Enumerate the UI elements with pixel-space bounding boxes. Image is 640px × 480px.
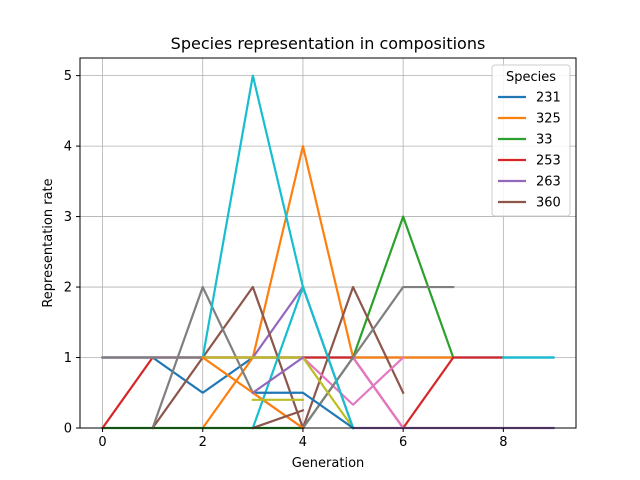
series-line-325 bbox=[201, 145, 455, 430]
y-tick-label: 1 bbox=[64, 351, 72, 366]
x-tick-label: 2 bbox=[199, 435, 207, 450]
legend-frame bbox=[491, 64, 571, 217]
legend-label-33: 33 bbox=[536, 133, 553, 148]
chart-title: Species representation in compositions bbox=[171, 34, 486, 53]
y-axis-label: Representation rate bbox=[41, 178, 56, 307]
y-tick-label: 5 bbox=[64, 69, 72, 84]
x-axis-label: Generation bbox=[292, 456, 365, 471]
legend-label-263: 263 bbox=[536, 175, 561, 190]
series-line-unlabeled-11 bbox=[201, 74, 355, 430]
ticks: 0 2 4 6 8 0 1 2 3 4 5 bbox=[64, 69, 508, 450]
x-tick-label: 0 bbox=[98, 435, 106, 450]
series-line-unlabeled-18 bbox=[251, 355, 305, 395]
legend: Species 231 325 33 253 263 360 bbox=[491, 64, 571, 217]
y-tick-label: 3 bbox=[64, 210, 72, 225]
y-tick-label: 4 bbox=[64, 140, 72, 155]
series-line-unlabeled-7 bbox=[351, 355, 405, 430]
legend-label-253: 253 bbox=[536, 154, 561, 169]
plot-frame bbox=[79, 57, 577, 429]
legend-label-325: 325 bbox=[536, 112, 561, 127]
x-tick-label: 8 bbox=[499, 435, 507, 450]
series-line-unlabeled-17 bbox=[251, 408, 305, 430]
series-line-unlabeled-14 bbox=[251, 391, 355, 430]
y-tick-label: 0 bbox=[64, 422, 72, 437]
x-tick-label: 4 bbox=[299, 435, 307, 450]
series-line-unlabeled-12 bbox=[251, 285, 305, 430]
legend-label-231: 231 bbox=[536, 91, 561, 106]
legend-title: Species bbox=[506, 70, 556, 85]
legend-label-360: 360 bbox=[536, 196, 561, 211]
x-tick-label: 6 bbox=[399, 435, 407, 450]
y-tick-label: 2 bbox=[64, 281, 72, 296]
